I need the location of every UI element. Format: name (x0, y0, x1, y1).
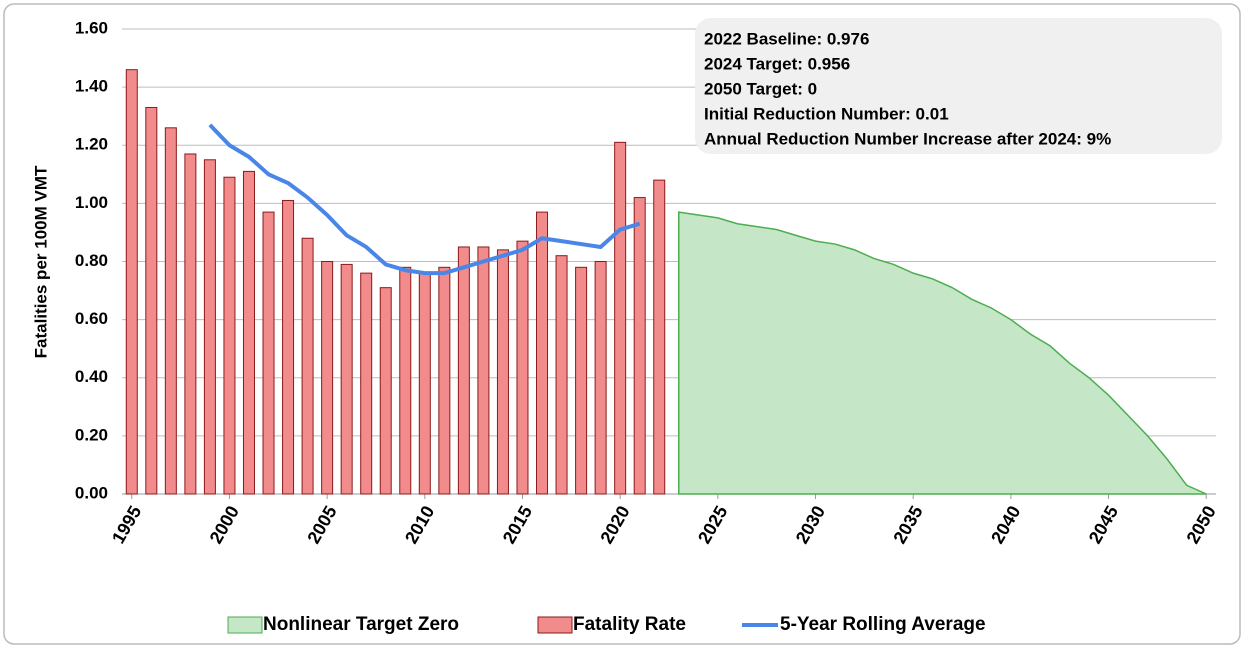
area (678, 211, 1207, 495)
bar (575, 266, 588, 495)
y-tick-label: 0.40 (75, 367, 108, 386)
bar (321, 261, 334, 495)
legend-key (227, 616, 263, 634)
annotation-box (695, 18, 1222, 154)
bar (360, 272, 373, 495)
y-tick-label: 0.60 (75, 309, 108, 328)
annotation-line: 2022 Baseline: 0.976 (704, 29, 869, 48)
bar (457, 246, 470, 495)
bar (399, 266, 412, 495)
bar (555, 255, 568, 495)
bar (594, 261, 607, 495)
bar (516, 240, 529, 495)
bar (418, 272, 431, 495)
annotation-line: Annual Reduction Number Increase after 2… (704, 129, 1111, 148)
y-tick-label: 0.80 (75, 251, 108, 270)
bar (633, 197, 646, 495)
annotation-line: 2050 Target: 0 (704, 79, 817, 98)
bar (536, 211, 549, 495)
y-tick-label: 1.00 (75, 193, 108, 212)
bar (340, 263, 353, 495)
bar (614, 141, 627, 495)
bar (282, 199, 295, 495)
bar (496, 249, 509, 495)
bar (145, 106, 158, 495)
y-tick-label: 1.60 (75, 18, 108, 37)
bar (653, 179, 666, 495)
legend-key (537, 616, 573, 634)
bar (379, 287, 392, 495)
bar (262, 211, 275, 495)
bar (125, 69, 138, 495)
bar (301, 237, 314, 495)
y-tick-label: 1.40 (75, 77, 108, 96)
annotation-line: 2024 Target: 0.956 (704, 54, 850, 73)
bar (203, 159, 216, 495)
bar (223, 176, 236, 495)
annotation-line: Initial Reduction Number: 0.01 (704, 104, 949, 123)
bar (164, 127, 177, 495)
legend-label: 5-Year Rolling Average (780, 614, 986, 635)
y-tick-label: 1.20 (75, 135, 108, 154)
legend-label: Nonlinear Target Zero (263, 614, 459, 635)
y-tick-label: 0.20 (75, 425, 108, 444)
bar (242, 170, 255, 495)
bar (477, 246, 490, 495)
y-axis-label: Fatalities per 100M VMT (31, 165, 50, 358)
y-tick-label: 0.00 (75, 483, 108, 502)
line (208, 123, 641, 276)
legend-label: Fatality Rate (573, 614, 686, 635)
bar (184, 153, 197, 495)
bar (438, 266, 451, 495)
